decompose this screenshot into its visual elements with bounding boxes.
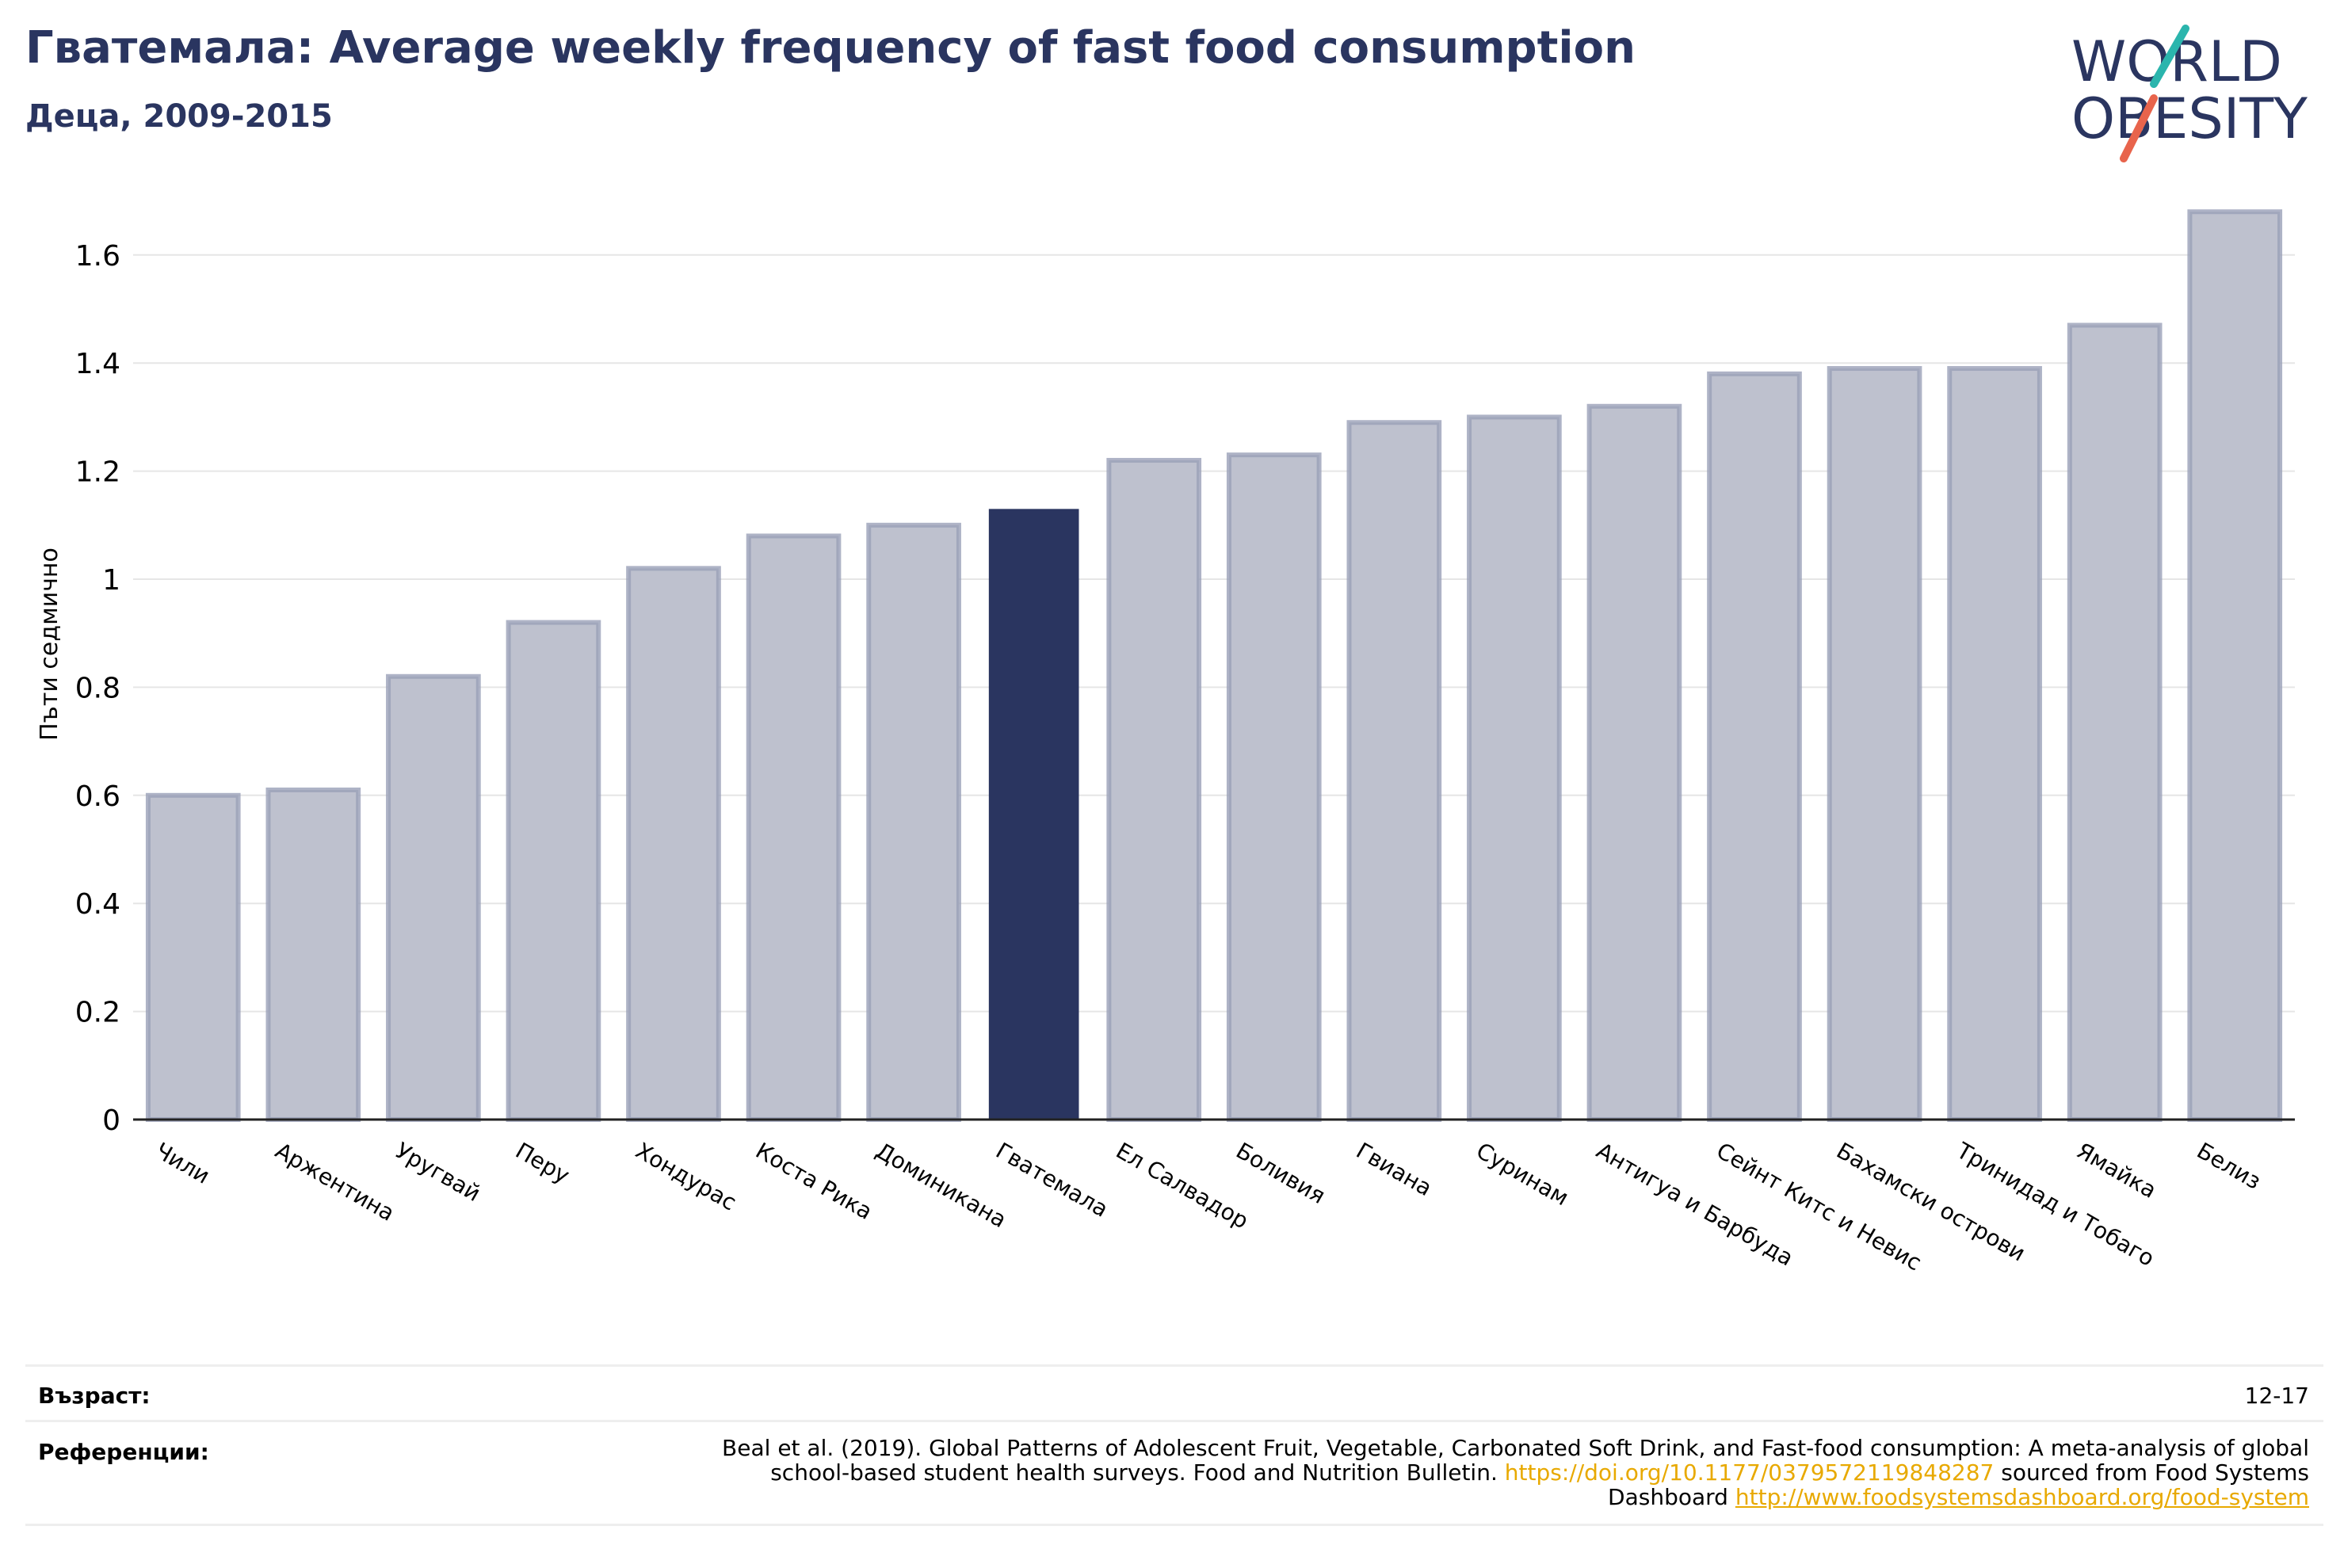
meta-divider-top xyxy=(25,1364,2323,1367)
x-tick-label: Сейнт Китс и Невис xyxy=(1712,1137,1926,1276)
y-tick-label: 1.2 xyxy=(75,456,120,489)
x-tick-label: Аржентина xyxy=(271,1137,399,1226)
bar xyxy=(386,673,481,1122)
x-tick-label: Чили xyxy=(151,1137,214,1188)
references-label: Референции: xyxy=(38,1439,209,1465)
reference-citation: Beal et al. (2019). Global Patterns of A… xyxy=(722,1435,2309,1486)
age-label: Възраст: xyxy=(38,1383,151,1409)
y-tick-label: 0 xyxy=(102,1104,120,1137)
bar xyxy=(145,792,241,1122)
meta-divider-bottom xyxy=(25,1524,2323,1526)
bar xyxy=(746,533,842,1122)
y-tick-label: 0.2 xyxy=(75,997,120,1029)
x-tick-label: Суринам xyxy=(1472,1137,1573,1211)
bar xyxy=(1947,366,2042,1122)
y-axis-label: Пъти седмично xyxy=(36,547,63,741)
bar xyxy=(506,620,601,1122)
y-tick-label: 1.4 xyxy=(75,348,120,380)
chart-title: Гватемала: Average weekly frequency of f… xyxy=(25,22,1636,74)
x-tick-label: Антигуа и Барбуда xyxy=(1592,1137,1798,1271)
y-tick-label: 0.4 xyxy=(75,888,120,921)
y-tick-label: 1.6 xyxy=(75,240,120,273)
x-tick-label: Ел Салвадор xyxy=(1112,1137,1253,1234)
x-tick-label: Боливия xyxy=(1231,1137,1330,1209)
bar xyxy=(1827,366,1922,1122)
reference-source: sourced from Food Systems Dashboard xyxy=(1608,1459,2309,1510)
reference-dashboard-link[interactable]: http://www.foodsystemsdashboard.org/food… xyxy=(1735,1484,2309,1510)
x-tick-label: Доминикана xyxy=(872,1137,1011,1233)
bar xyxy=(626,566,721,1122)
x-tick-label: Белиз xyxy=(2193,1137,2266,1194)
x-tick-label: Тринидад и Тобаго xyxy=(1952,1137,2159,1272)
y-tick-label: 1 xyxy=(102,564,120,597)
bar xyxy=(265,787,361,1122)
x-tick-label: Хондурас xyxy=(632,1137,742,1215)
world-obesity-logo: WORLD OBESITY xyxy=(2071,25,2308,162)
x-tick-label: Перу xyxy=(511,1137,574,1188)
x-tick-label: Уругвай xyxy=(391,1137,485,1207)
bar xyxy=(1226,452,1322,1122)
bar xyxy=(866,522,961,1122)
y-tick-label: 0.8 xyxy=(75,672,120,704)
bar xyxy=(1586,403,1682,1122)
chart-subtitle: Деца, 2009-2015 xyxy=(25,98,333,135)
grid-lines xyxy=(133,254,2295,1013)
bar-chart: 0 0.2 0.4 0.6 0.8 1 1.2 1.4 1.6 Чили АржентинаУру… xyxy=(36,209,2295,1276)
bar xyxy=(1467,414,1562,1122)
age-value: 12-17 xyxy=(2244,1383,2309,1409)
bar xyxy=(2067,322,2163,1122)
y-tick-labels: 0 0.2 0.4 0.6 0.8 1 1.2 1.4 1.6 xyxy=(75,240,120,1137)
bar-highlighted xyxy=(988,509,1079,1120)
logo-slash-teal xyxy=(2150,25,2189,88)
reference-doi-link[interactable]: https://doi.org/10.1177/0379572119848287 xyxy=(1504,1459,1995,1486)
x-tick-label: Гвиана xyxy=(1352,1137,1437,1201)
meta-divider-middle xyxy=(25,1420,2323,1422)
y-tick-label: 0.6 xyxy=(75,780,120,813)
bars xyxy=(145,209,2283,1122)
x-tick-label: Коста Рика xyxy=(751,1137,876,1225)
references-text: Beal et al. (2019). Global Patterns of A… xyxy=(661,1436,2309,1509)
bar xyxy=(1106,457,1202,1122)
logo-word-obesity: OBESITY xyxy=(2071,86,2308,151)
logo-slash-coral xyxy=(2120,94,2158,162)
bar xyxy=(2187,209,2283,1122)
bar xyxy=(1707,371,1802,1122)
x-tick-label: Ямайка xyxy=(2072,1137,2161,1204)
bar xyxy=(1346,420,1442,1122)
